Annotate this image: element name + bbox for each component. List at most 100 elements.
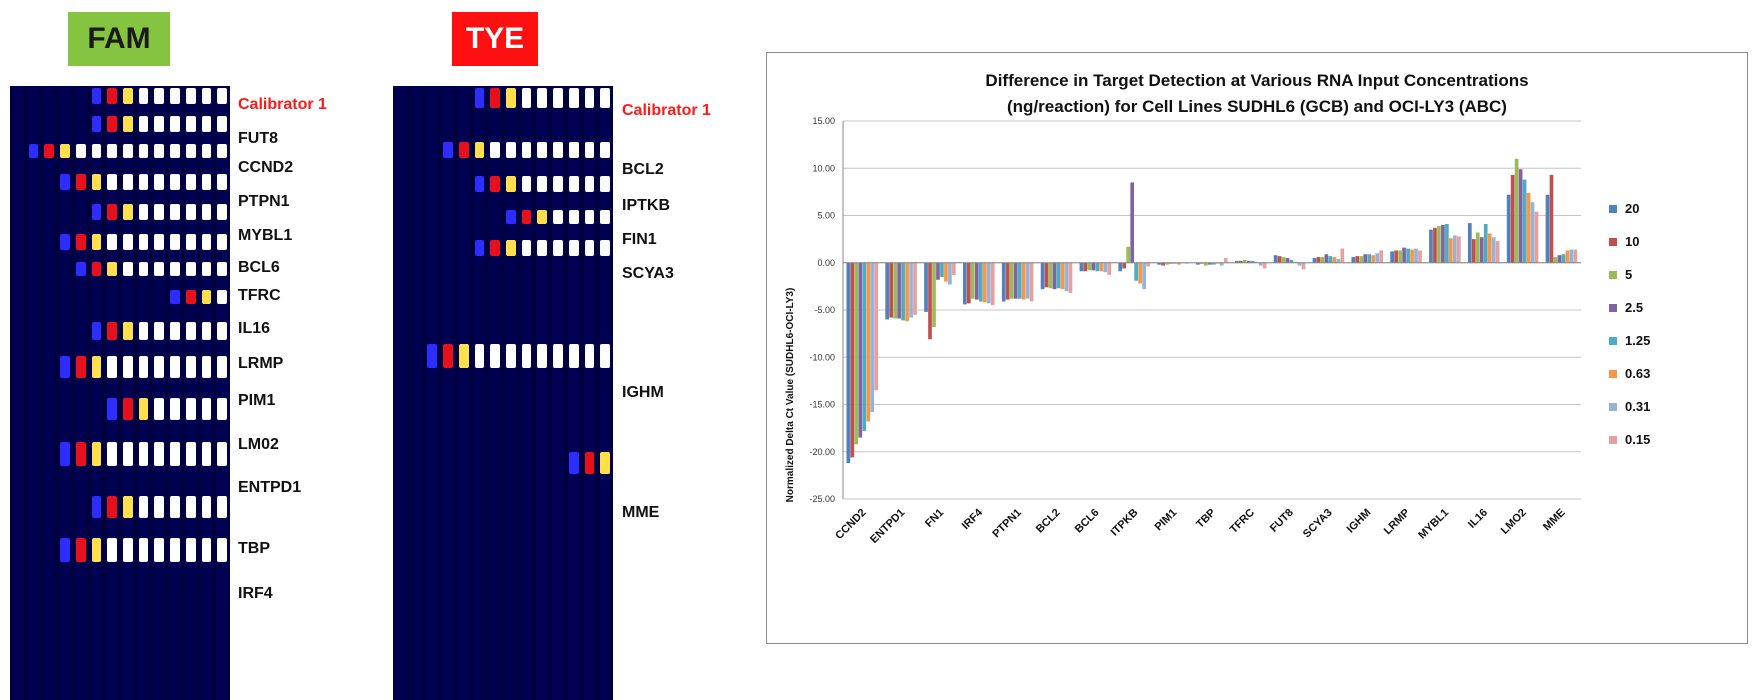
- gel-band: [170, 144, 180, 158]
- gel-band: [600, 240, 610, 256]
- tye-label-fin1: FIN1: [622, 231, 657, 248]
- fam-gel-image: [10, 86, 230, 700]
- x-tick-label: TBP: [1194, 507, 1218, 531]
- legend-label: 0.63: [1625, 366, 1650, 381]
- gel-band: [138, 174, 149, 190]
- x-tick-label: MME: [1541, 507, 1568, 534]
- bar: [1514, 158, 1519, 263]
- bar: [1118, 262, 1123, 272]
- gel-band: [138, 442, 149, 466]
- bar: [1475, 232, 1480, 263]
- gel-band: [138, 88, 149, 104]
- gel-band: [201, 262, 212, 276]
- gel-band: [506, 88, 516, 108]
- bar: [870, 262, 875, 413]
- y-tick-label: 15.00: [812, 116, 835, 126]
- y-tick-label: 10.00: [812, 163, 835, 173]
- bar: [1242, 259, 1247, 263]
- gel-band: [553, 210, 563, 224]
- gel-band: [154, 398, 165, 420]
- gel-band: [107, 88, 117, 104]
- gel-band: [506, 210, 516, 224]
- bar: [1433, 227, 1437, 263]
- gel-band: [185, 234, 196, 250]
- gel-band: [521, 88, 532, 108]
- bar: [1212, 262, 1216, 265]
- gel-band: [474, 240, 485, 256]
- x-tick-label: MYBL1: [1416, 507, 1451, 542]
- bar: [1545, 194, 1550, 263]
- gel-band: [123, 204, 133, 220]
- gel-band: [123, 356, 133, 378]
- gel-band: [91, 262, 102, 276]
- bar: [1095, 262, 1100, 272]
- gel-lane: [27, 86, 40, 700]
- gel-band: [185, 174, 196, 190]
- gel-lane: [536, 86, 549, 700]
- gel-band: [217, 204, 227, 220]
- bar: [1099, 262, 1104, 272]
- legend-label: 0.31: [1625, 399, 1650, 414]
- gel-band: [217, 496, 227, 518]
- gel-band: [170, 174, 180, 190]
- gel-band: [584, 452, 595, 474]
- bar: [1491, 237, 1496, 263]
- gel-band: [537, 176, 548, 192]
- gel-band: [138, 234, 149, 250]
- gel-band: [107, 356, 117, 378]
- gel-band: [107, 442, 117, 466]
- gel-band: [201, 496, 212, 518]
- bar: [1005, 262, 1010, 300]
- gel-band: [201, 322, 212, 340]
- bar: [1250, 260, 1255, 263]
- gel-band: [217, 234, 227, 250]
- bar: [1332, 257, 1337, 263]
- bar: [1549, 174, 1554, 263]
- legend-swatch: [1609, 205, 1617, 213]
- gel-band: [217, 174, 227, 190]
- gel-band: [490, 344, 500, 368]
- gel-band: [600, 210, 610, 224]
- bar: [944, 262, 948, 282]
- fam-title: FAM: [68, 12, 170, 66]
- gel-band: [170, 538, 180, 562]
- gel-band: [217, 322, 227, 340]
- gel-band: [217, 356, 227, 378]
- gel-band: [123, 234, 133, 250]
- legend-swatch: [1609, 403, 1617, 411]
- gel-band: [600, 176, 610, 192]
- gel-band: [427, 344, 438, 368]
- bar: [1138, 262, 1142, 284]
- bar: [1355, 256, 1360, 263]
- gel-band: [201, 356, 212, 378]
- gel-band: [138, 116, 149, 132]
- gel-band: [506, 142, 516, 158]
- gel-band: [537, 210, 548, 224]
- gel-band: [91, 322, 102, 340]
- bar: [1410, 249, 1414, 263]
- gel-band: [154, 116, 165, 132]
- bar: [1122, 262, 1127, 269]
- bar: [1134, 262, 1138, 281]
- gel-lane: [442, 86, 454, 700]
- bar: [1569, 249, 1574, 263]
- bar: [1246, 260, 1251, 263]
- gel-band: [91, 144, 102, 158]
- gel-band: [138, 356, 149, 378]
- gel-band: [170, 290, 180, 304]
- gel-band: [458, 344, 469, 368]
- bar: [1001, 262, 1006, 302]
- gel-lane: [410, 86, 423, 700]
- gel-lane: [169, 86, 181, 700]
- gel-band: [584, 210, 595, 224]
- x-tick-label: BCL6: [1073, 507, 1102, 536]
- gel-band: [138, 144, 149, 158]
- bar: [1142, 262, 1146, 290]
- bar: [1328, 256, 1333, 263]
- gel-band: [568, 88, 579, 108]
- gel-lane: [583, 86, 596, 700]
- gel-band: [170, 442, 180, 466]
- fam-label-tfrc: TFRC: [238, 287, 281, 304]
- gel-band: [91, 496, 102, 518]
- gel-band: [107, 116, 117, 132]
